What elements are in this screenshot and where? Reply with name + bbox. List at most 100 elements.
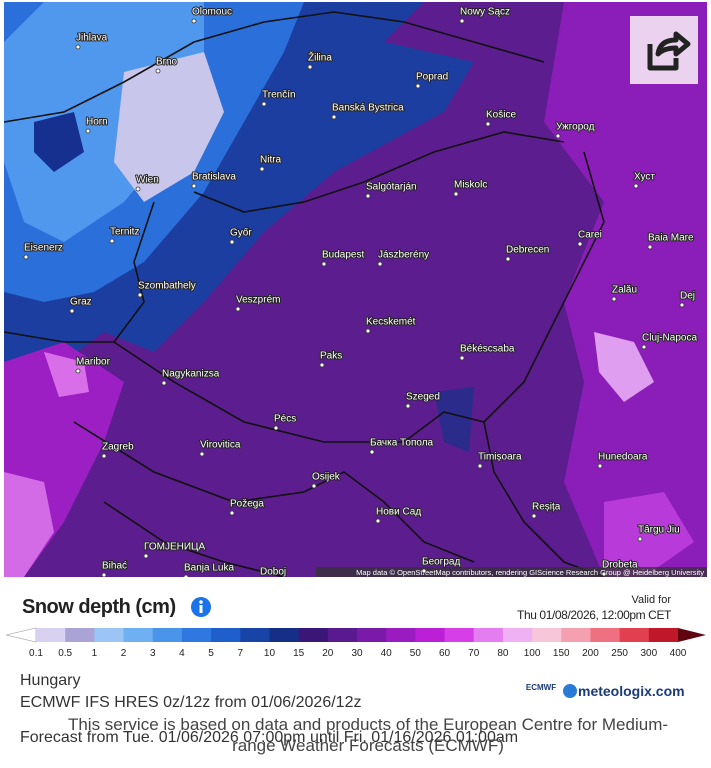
legend-label: 50 <box>410 648 422 659</box>
legend-arrow-left <box>5 627 37 643</box>
city-label: Drobeta <box>602 560 638 571</box>
legend-swatch <box>94 628 125 642</box>
city-dot <box>75 368 81 374</box>
brand-globe <box>563 684 577 698</box>
city-dot <box>421 568 427 574</box>
city-label: Horn <box>86 117 108 128</box>
legend-label: 3 <box>150 648 156 659</box>
city-dot <box>531 513 537 519</box>
city-label: Trenčín <box>262 90 296 101</box>
legend-label: 250 <box>611 648 628 659</box>
city-label: Osijek <box>312 472 341 483</box>
city-dot <box>641 344 647 350</box>
legend-label: 30 <box>351 648 363 659</box>
city-label: Bihać <box>102 561 127 572</box>
city-label: ГОМЈЕНИЦА <box>144 542 205 553</box>
city-dot <box>161 380 167 386</box>
city-dot <box>365 193 371 199</box>
city-dot <box>135 186 141 192</box>
city-label: Nowy Sącz <box>460 7 510 18</box>
city-dot <box>453 191 459 197</box>
snow-region <box>434 387 474 452</box>
city-label: Banská Bystrica <box>332 103 404 114</box>
city-dot <box>311 483 317 489</box>
attribution: Map data © OpenStreetMap contributors, r… <box>356 568 704 577</box>
share-button[interactable] <box>630 16 698 84</box>
city-dot <box>137 292 143 298</box>
city-label: Hunedoara <box>598 452 648 463</box>
info-icon[interactable] <box>190 596 212 618</box>
city-label: Paks <box>320 351 342 362</box>
snow-region <box>44 352 89 397</box>
forecast: Forecast from Tue. 01/06/2026 07:00pm un… <box>20 729 519 746</box>
region: Hungary <box>20 672 81 689</box>
city-label: Bratislava <box>192 172 236 183</box>
city-dot <box>577 241 583 247</box>
city-dot <box>321 261 327 267</box>
city-label: Târgu Jiu <box>638 525 680 536</box>
city-dot <box>505 256 511 262</box>
legend-swatch <box>648 628 679 642</box>
city-dot <box>601 571 607 577</box>
city-dot <box>459 355 465 361</box>
city-label: Nitra <box>260 155 282 166</box>
city-label: Нови Сад <box>376 507 421 518</box>
city-dot <box>375 518 381 524</box>
info-stem[interactable] <box>199 605 203 613</box>
legend-swatch <box>357 628 387 642</box>
city-dot <box>405 403 411 409</box>
share-icon[interactable] <box>647 31 691 71</box>
city-label: Miskolc <box>454 180 487 191</box>
city-label: Eisenerz <box>24 243 63 254</box>
city-label: Ternitz <box>110 227 139 238</box>
city-dot <box>319 362 325 368</box>
city-dot <box>101 453 107 459</box>
city-label: Maribor <box>76 357 111 368</box>
city-label: Pécs <box>274 414 296 425</box>
city-label: Бачка Топола <box>370 438 434 449</box>
city-dot <box>369 449 375 455</box>
city-dot <box>199 451 205 457</box>
legend-swatch <box>269 628 300 642</box>
snow-region <box>114 52 224 202</box>
border <box>4 11 545 123</box>
legend-label: 1 <box>92 648 98 659</box>
legend-label: 4 <box>179 648 185 659</box>
city-dot <box>191 183 197 189</box>
legend-label: 300 <box>640 648 657 659</box>
city-dot <box>101 572 107 577</box>
city-dot <box>647 244 653 250</box>
city-label: Szombathely <box>138 281 196 292</box>
legend-swatch <box>619 628 650 642</box>
city-dot <box>143 553 149 559</box>
legend-label: 0.5 <box>58 648 72 659</box>
city-dot <box>459 18 465 24</box>
city-dot <box>69 308 75 314</box>
city-label: Хуст <box>634 172 655 183</box>
snow-region <box>34 112 84 172</box>
city-label: Doboj <box>260 567 286 577</box>
legend-swatch <box>65 628 95 642</box>
city-dot <box>235 306 241 312</box>
city-label: Graz <box>70 297 92 308</box>
city-label: Dej <box>680 291 695 302</box>
legend-swatch <box>473 628 504 642</box>
city-label: Győr <box>230 228 252 239</box>
city-label: Salgótarján <box>366 182 417 193</box>
city-dot <box>191 18 197 24</box>
snow-region <box>544 2 707 577</box>
city-label: Wien <box>136 175 159 186</box>
city-label: Carei <box>578 230 602 241</box>
city-label: Brno <box>156 57 178 68</box>
border <box>103 501 285 577</box>
city-dot <box>637 536 643 542</box>
city-label: Nagykanizsa <box>162 369 220 380</box>
legend-label: 15 <box>293 648 305 659</box>
legend-swatch <box>152 628 183 642</box>
legend-swatch <box>181 628 212 642</box>
city-dot <box>85 128 91 134</box>
legend-label: 150 <box>553 648 570 659</box>
city-label: Szeged <box>406 392 440 403</box>
info-dot[interactable] <box>199 600 203 604</box>
city-label: Reșița <box>532 502 561 513</box>
